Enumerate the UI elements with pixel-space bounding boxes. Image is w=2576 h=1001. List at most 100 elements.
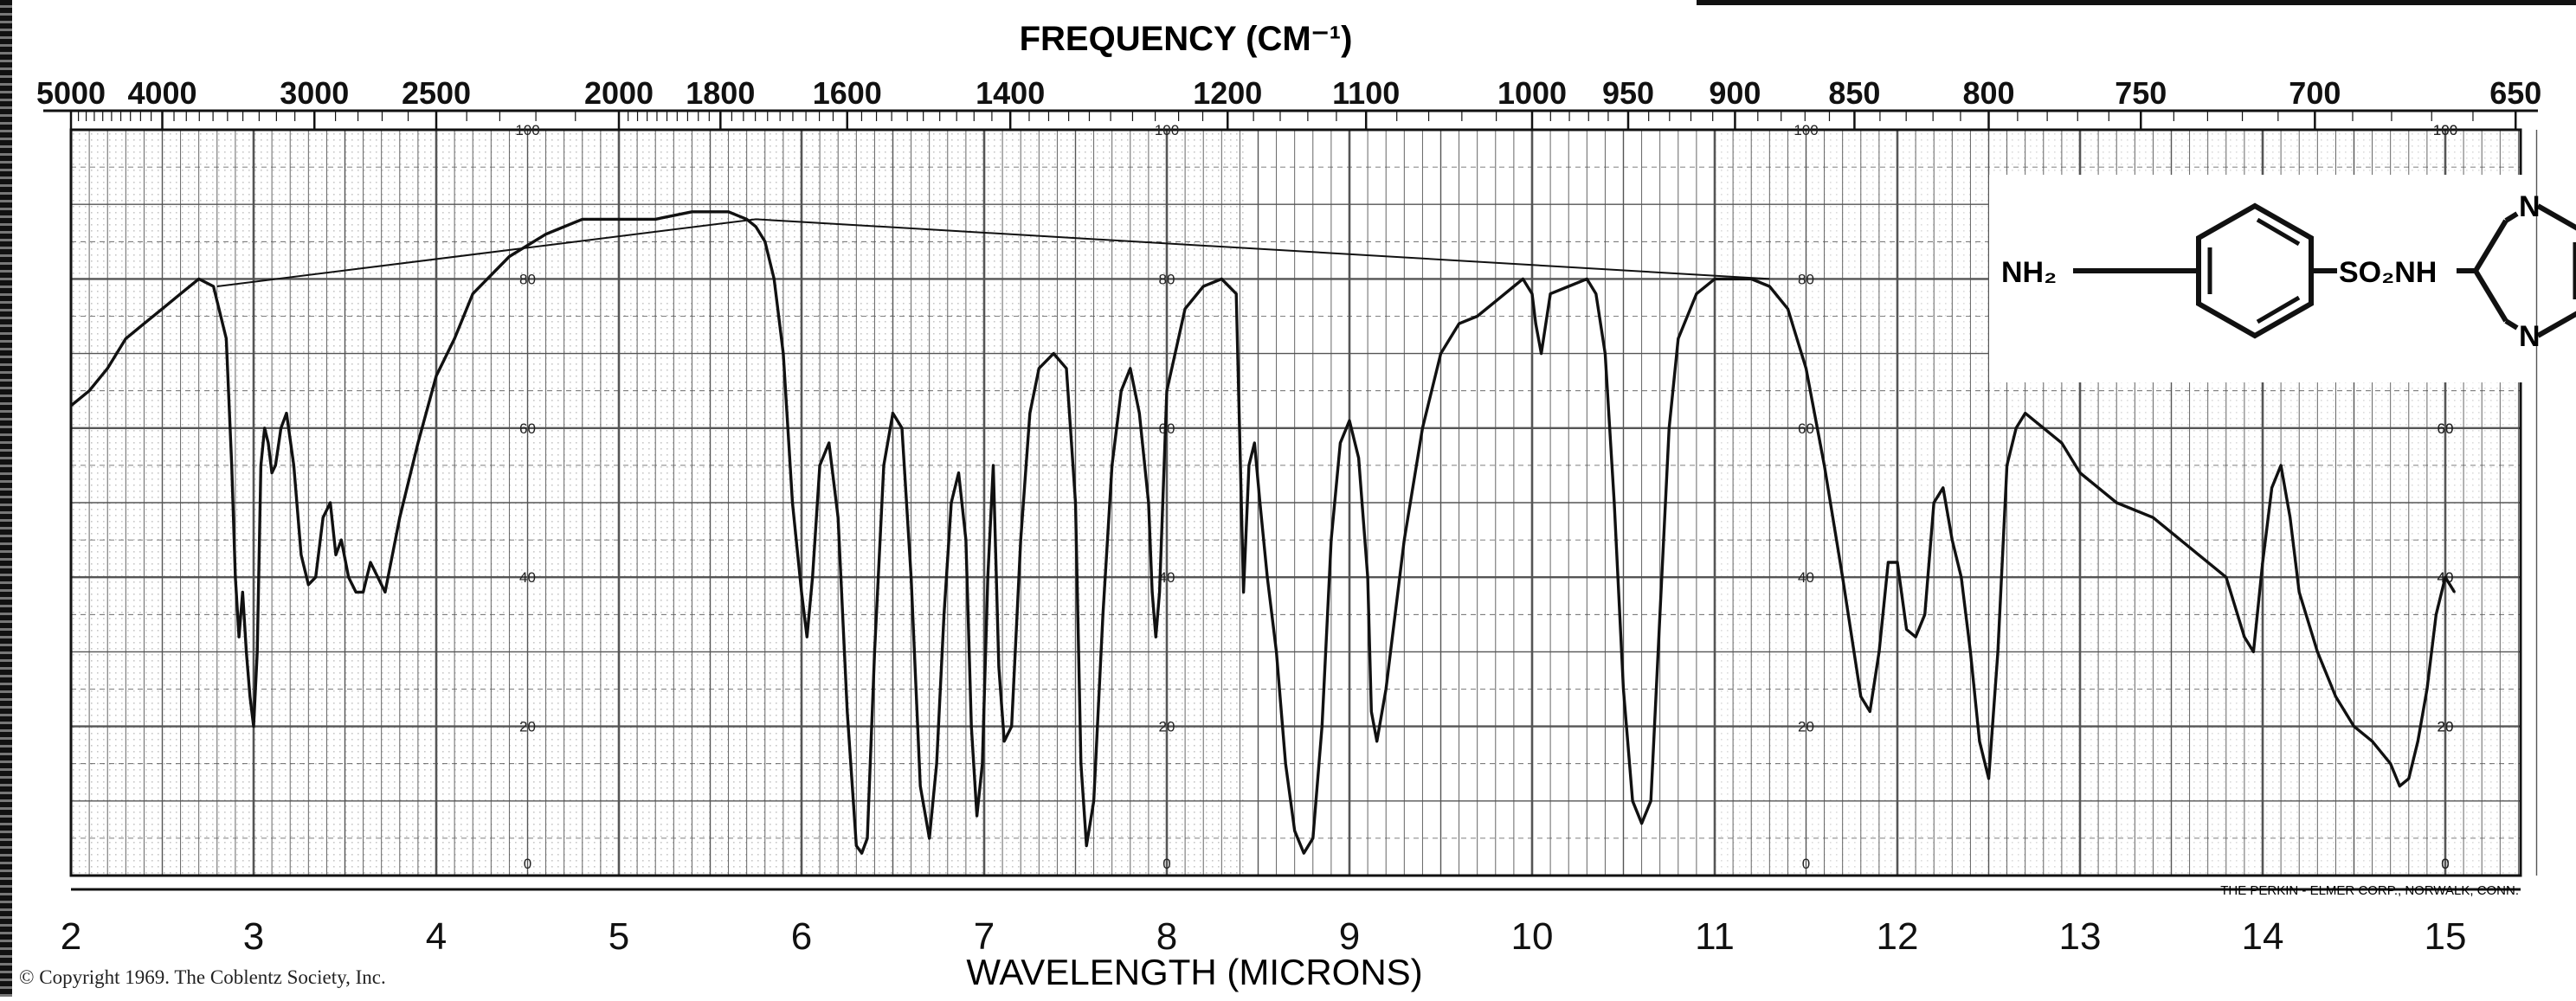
frequency-tick-label: 1000 bbox=[1497, 75, 1567, 111]
frequency-tick-label: 4000 bbox=[127, 75, 196, 111]
frequency-tick-label: 950 bbox=[1602, 75, 1654, 111]
spectrum-point bbox=[818, 464, 821, 467]
transmittance-label: 0 bbox=[1162, 856, 1170, 872]
benzene-ring bbox=[2196, 202, 2314, 339]
spectrum-point bbox=[1111, 464, 1113, 467]
spectrum-point bbox=[755, 225, 757, 228]
spectrum-point bbox=[1293, 830, 1296, 832]
spectrum-point bbox=[1650, 799, 1652, 802]
spectrum-point bbox=[2425, 688, 2429, 690]
spectrum-point bbox=[2289, 517, 2291, 519]
spectrum-point bbox=[1339, 441, 1342, 445]
spectrum-point bbox=[2435, 613, 2438, 616]
spectrum-point bbox=[161, 307, 164, 311]
wavelength-tick-label: 8 bbox=[1156, 915, 1177, 958]
wavelength-tick-label: 3 bbox=[243, 915, 264, 958]
spectrum-point bbox=[1202, 285, 1205, 288]
wavelength-axis: 2 3 4 5 6 7 8 9 10 11 12 13 14 15 bbox=[61, 915, 2467, 958]
spectrum-point bbox=[992, 464, 995, 467]
spectrum-point bbox=[2006, 464, 2008, 467]
spectrum-point bbox=[2417, 740, 2419, 742]
frequency-tick-label: 1800 bbox=[686, 75, 755, 111]
chemical-structure: NH₂ SO₂NH N N bbox=[1989, 175, 2576, 382]
spectrum-point bbox=[293, 464, 295, 467]
amine-label: NH₂ bbox=[2001, 256, 2057, 289]
spectrum-point bbox=[1285, 762, 1287, 765]
spectrum-point bbox=[1150, 591, 1154, 594]
spectrum-point bbox=[314, 576, 317, 579]
spectrum-point bbox=[1942, 486, 1944, 489]
spectrum-point bbox=[2024, 412, 2026, 414]
spectrum-point bbox=[1259, 501, 1261, 504]
frequency-axis-title: FREQUENCY (CM⁻¹) bbox=[1020, 20, 1353, 58]
transmittance-label: 0 bbox=[1802, 856, 1810, 872]
wavelength-tick-label: 10 bbox=[1511, 915, 1554, 958]
spectrum-point bbox=[1348, 420, 1351, 422]
transmittance-label: 80 bbox=[1159, 271, 1175, 287]
spectrum-point bbox=[910, 576, 912, 579]
spectrum-point bbox=[1887, 561, 1890, 564]
spectrum-point bbox=[508, 255, 511, 258]
spectrum-point bbox=[1677, 337, 1680, 340]
spectrum-point bbox=[1658, 613, 1661, 616]
spectrum-point bbox=[1869, 710, 1871, 713]
spectrum-point bbox=[1375, 740, 1378, 742]
spectrum-point bbox=[1102, 613, 1104, 616]
transmittance-label: 80 bbox=[519, 271, 536, 287]
spectrum-point bbox=[617, 218, 621, 221]
spectrum-point bbox=[782, 352, 785, 355]
transmittance-label: 20 bbox=[1159, 719, 1175, 735]
spectrum-point bbox=[2279, 464, 2283, 467]
top-border-rule bbox=[1697, 0, 2576, 5]
spectrum-point bbox=[811, 576, 814, 579]
spectrum-point bbox=[1247, 464, 1251, 467]
spectrum-point bbox=[299, 554, 303, 556]
transmittance-label: 60 bbox=[519, 420, 536, 437]
spectrum-point bbox=[1859, 695, 1862, 698]
transmittance-label: 20 bbox=[519, 719, 536, 735]
spectrum-point bbox=[398, 517, 401, 519]
spectrum-point bbox=[2152, 517, 2154, 519]
spectrum-point bbox=[1978, 740, 1981, 742]
spectrum-point bbox=[355, 591, 357, 594]
spectrum-point bbox=[267, 441, 270, 445]
spectrum-point bbox=[2316, 651, 2319, 653]
spectrum-point bbox=[340, 538, 343, 542]
spectrum-point bbox=[234, 576, 237, 579]
spectrum-point bbox=[2243, 636, 2246, 638]
spectrum-point bbox=[1823, 464, 1826, 467]
spectrum-point bbox=[855, 844, 858, 847]
spectrum-point bbox=[2078, 472, 2082, 474]
spectrum-point bbox=[280, 427, 282, 429]
spectrum-point bbox=[1805, 367, 1807, 369]
spectrum-point bbox=[860, 851, 863, 855]
spectrum-point bbox=[2389, 762, 2392, 765]
frequency-tick-label: 1600 bbox=[813, 75, 882, 111]
spectrum-point bbox=[837, 517, 840, 519]
spectrum-point bbox=[2399, 785, 2401, 787]
spectrum-point bbox=[791, 501, 794, 504]
frequency-tick-label: 700 bbox=[2289, 75, 2341, 111]
spectrum-point bbox=[1695, 292, 1698, 295]
spectrum-point bbox=[334, 554, 338, 556]
spectrum-point bbox=[1421, 427, 1424, 429]
spectrum-point bbox=[2225, 576, 2227, 579]
spectrum-point bbox=[416, 441, 420, 445]
spectrum-point bbox=[846, 710, 848, 713]
spectrum-point bbox=[242, 591, 244, 594]
wavelength-tick-label: 4 bbox=[426, 915, 447, 958]
spectrum-point bbox=[1138, 412, 1141, 414]
spectrum-point bbox=[383, 591, 387, 594]
spectrum-point bbox=[873, 651, 876, 653]
transmittance-label-right: 100 bbox=[2433, 122, 2457, 138]
wavelength-tick-label: 5 bbox=[609, 915, 629, 958]
spectrum-point bbox=[2261, 561, 2264, 564]
spectrum-point bbox=[1303, 851, 1305, 855]
spectrum-point bbox=[1403, 538, 1406, 542]
spectrum-point bbox=[1613, 501, 1616, 504]
spectrum-point bbox=[2270, 486, 2273, 489]
spectrum-point bbox=[1640, 822, 1643, 825]
frequency-axis: 5000 4000 3000 2500 2000 1800 1600 1400 1200 1100… bbox=[36, 75, 2541, 130]
spectrum-point bbox=[2444, 576, 2447, 579]
spectrum-point bbox=[212, 285, 215, 288]
